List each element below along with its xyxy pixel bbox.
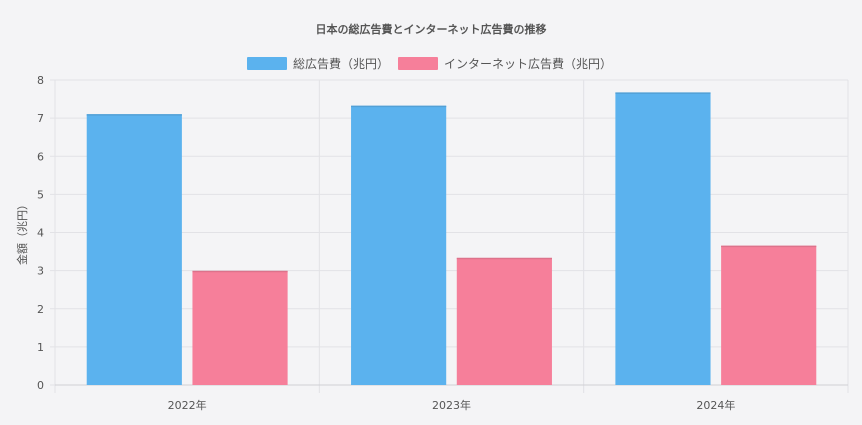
legend-label-internet: インターネット広告費（兆円） bbox=[444, 56, 612, 71]
y-tick-label: 7 bbox=[37, 112, 44, 125]
legend-item-internet[interactable]: インターネット広告費（兆円） bbox=[398, 56, 612, 71]
legend-swatch-total bbox=[247, 57, 287, 70]
bar-total-ad-spend[interactable] bbox=[351, 105, 447, 386]
grid-lines bbox=[50, 79, 849, 393]
legend: 総広告費（兆円） インターネット広告費（兆円） bbox=[247, 56, 612, 71]
bar-internet-ad-spend[interactable] bbox=[456, 258, 552, 385]
x-tick-label: 2023年 bbox=[432, 398, 471, 412]
y-tick-label: 0 bbox=[37, 379, 44, 392]
bar-total-ad-spend[interactable] bbox=[615, 92, 711, 386]
legend-swatch-internet bbox=[398, 57, 438, 70]
y-tick-label: 2 bbox=[37, 303, 44, 316]
x-tick-label: 2024年 bbox=[696, 398, 735, 412]
y-axis-title: 金額（兆円） bbox=[15, 199, 29, 265]
y-tick-label: 8 bbox=[37, 74, 44, 87]
y-tick-label: 3 bbox=[37, 265, 44, 278]
bar-total-ad-spend[interactable] bbox=[86, 114, 182, 385]
x-axis-ticks: 2022年 2023年 2024年 bbox=[168, 398, 736, 412]
legend-label-total: 総広告費（兆円） bbox=[293, 56, 389, 71]
y-tick-label: 1 bbox=[37, 341, 44, 354]
bar-internet-ad-spend[interactable] bbox=[192, 271, 288, 385]
y-tick-label: 4 bbox=[37, 227, 44, 240]
chart-title: 日本の総広告費とインターネット広告費の推移 bbox=[316, 22, 547, 36]
y-axis-ticks: 0 1 2 3 4 5 6 7 8 bbox=[37, 74, 44, 392]
bar-internet-ad-spend[interactable] bbox=[721, 245, 817, 385]
y-tick-label: 5 bbox=[37, 188, 44, 201]
legend-item-total[interactable]: 総広告費（兆円） bbox=[247, 56, 389, 71]
y-tick-label: 6 bbox=[37, 150, 44, 163]
x-tick-label: 2022年 bbox=[168, 398, 207, 412]
bars bbox=[86, 92, 817, 386]
